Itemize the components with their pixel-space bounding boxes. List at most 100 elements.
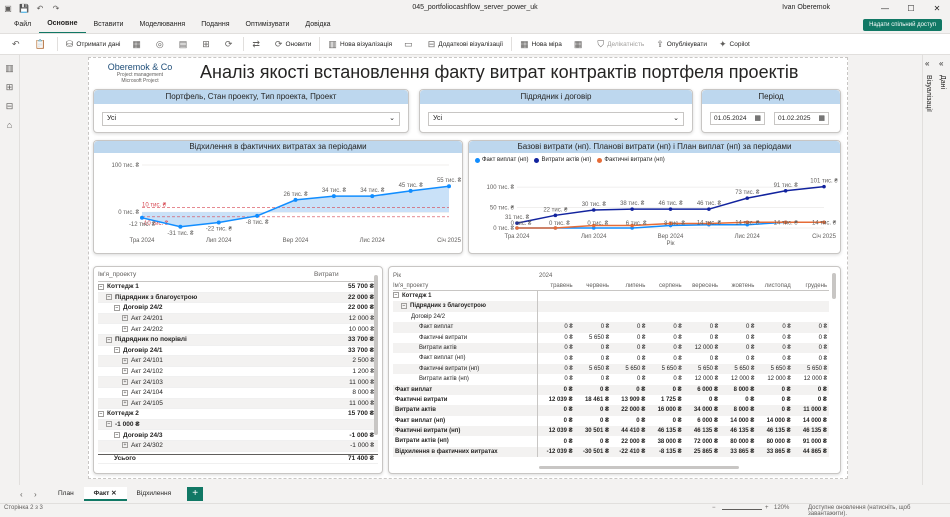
matrix-row[interactable]: Факт виплат 0 ₴ 0 ₴ 0 ₴ 0 ₴ 0 ₴ 0 ₴ 0 ₴ 0 ₴ [393,322,829,333]
col-header-name[interactable]: Ім'я_проекту [98,271,137,278]
data-point[interactable] [822,220,826,225]
table-row[interactable]: − Підрядник з благоустрою 22 000 ₴ [98,292,378,304]
menu-help[interactable]: Довідка [305,21,331,28]
collapse-icon-2[interactable]: « [939,59,944,68]
refresh-button[interactable]: ⟳ Оновити [274,38,312,49]
table-view-icon[interactable]: ⊞ [5,82,14,92]
transform-button[interactable]: ⇄ [246,39,269,50]
expand-icon[interactable]: + [122,315,128,322]
undo-ribbon-button[interactable]: ↶ [6,39,29,50]
update-notice[interactable]: Доступне оновлення (натисніть, щоб заван… [808,505,911,517]
data-point[interactable] [293,197,298,202]
dax-view-icon[interactable]: ⌂ [6,120,13,130]
data-point[interactable] [822,184,826,189]
table-row[interactable]: + Акт 24/102 1 200 ₴ [98,367,378,378]
data-point[interactable] [668,221,673,226]
prev-page-icon[interactable]: ‹ [20,489,23,499]
collapse-icon[interactable]: « [925,59,930,68]
matrix-row[interactable]: Фактичні витрати (нп) 12 039 ₴ 30 501 ₴ 44 … [393,426,829,437]
quick-measure-button[interactable]: ▦ [568,39,592,50]
data-point[interactable] [783,220,788,225]
add-page-button[interactable]: + [187,487,204,501]
year-header[interactable]: 2024 [539,273,553,279]
redo-icon[interactable]: ↷ [52,4,60,13]
report-view-icon[interactable]: ▥ [5,63,14,73]
collapse-icon[interactable]: − [114,431,120,438]
data-point[interactable] [515,226,519,230]
data-point[interactable] [745,220,750,225]
matrix-row[interactable]: Витрати актів (нп) 0 ₴ 0 ₴ 0 ₴ 0 ₴ 12 000 ₴ 12… [393,374,829,385]
expand-icon[interactable]: + [122,442,128,449]
matrix-row[interactable]: Фактичні витрати 12 039 ₴ 18 461 ₴ 13 909 ₴… [393,394,829,406]
data-point[interactable] [447,184,451,189]
table-row[interactable]: − Договір 24/3 -1 000 ₴ [98,430,378,441]
table-row[interactable]: − Коттедж 1 55 700 ₴ [98,282,378,293]
menu-home[interactable]: Основне [39,16,86,34]
table-row[interactable]: − Підрядник по покрівлі 33 700 ₴ [98,334,378,346]
next-page-icon[interactable]: › [34,489,37,499]
menu-optimize[interactable]: Оптимізувати [245,21,290,28]
vertical-scrollbar[interactable] [832,273,836,299]
table-row[interactable]: + Акт 24/103 11 000 ₴ [98,377,378,388]
data-point[interactable] [178,224,183,229]
portfolio-dropdown[interactable]: Усі ⌄ [102,112,400,126]
textbox-button[interactable]: ▭ [398,39,422,50]
month-header[interactable]: грудень [805,282,828,289]
expand-icon[interactable]: + [122,378,128,385]
expand-icon[interactable]: + [122,368,128,375]
horizontal-scrollbar[interactable] [539,466,739,469]
matrix-row[interactable]: Факт виплат (нп) 0 ₴ 0 ₴ 0 ₴ 0 ₴ 0 ₴ 0 ₴ 0 ₴ 0 ₴ [393,353,829,364]
menu-insert[interactable]: Вставити [93,21,124,28]
data-pane-tab[interactable]: Дані [939,75,946,90]
data-point[interactable] [707,207,711,211]
visualizations-pane-tab[interactable]: Візуалізації [925,75,932,112]
paste-button[interactable]: 📋 [29,39,55,50]
sensitivity-button[interactable]: ⛉ Делікатність [597,38,645,49]
deviation-chart-card[interactable]: Відхилення в фактичних витратах за періо… [93,140,463,254]
zoom-slider[interactable] [722,509,762,510]
matrix-row[interactable]: − Підрядник з благоустрою [393,301,829,312]
matrix-row[interactable]: Витрати актів (нп) 0 ₴ 0 ₴ 22 000 ₴ 38 000 ₴… [393,436,829,447]
data-point[interactable] [553,213,558,218]
new-measure-button[interactable]: ▦ Нова міра [520,38,562,49]
matrix-row[interactable]: Фактичні витрати 0 ₴ 5 650 ₴ 0 ₴ 0 ₴ 0 ₴ 0 ₴ 0 … [393,332,829,343]
tab-plan[interactable]: План [58,490,74,497]
collapse-icon[interactable]: − [114,347,120,354]
table-row[interactable]: − -1 000 ₴ [98,419,378,431]
table-row[interactable]: − Коттедж 2 15 700 ₴ [98,409,378,420]
matrix-row[interactable]: Договір 24/2 [393,311,829,323]
collapse-icon[interactable]: − [106,294,112,301]
onelake-button[interactable]: ◎ [150,39,173,50]
table-row[interactable]: + Акт 24/101 2 500 ₴ [98,356,378,367]
matrix-row[interactable]: Фактичні витрати (нп) 0 ₴ 5 650 ₴ 5 650 ₴ 5 … [393,363,829,375]
data-point[interactable] [783,188,788,193]
data-point[interactable] [331,194,336,199]
get-data-button[interactable]: ⛁ Отримати дані [65,38,121,49]
deviation-chart[interactable]: 100 тис. ₴ 0 тис. ₴10 тис. ₴ -10 тис. ₴-12… [94,153,464,253]
data-point[interactable] [255,213,260,218]
cost-tree-table[interactable]: Ім'я_проекту Витрати − Коттедж 1 55 700 ₴ −… [93,266,383,474]
user-name[interactable]: Ivan Oberemok [782,4,830,11]
undo-icon[interactable]: ↶ [36,4,44,13]
data-point[interactable] [515,221,519,225]
model-view-icon[interactable]: ⊟ [5,101,14,111]
data-point[interactable] [630,223,634,228]
dataverse-button[interactable]: ⟳ [219,39,242,50]
publish-button[interactable]: ⇪ Опублікувати [656,38,707,49]
data-point[interactable] [707,221,711,226]
table-row[interactable]: + Акт 24/104 8 000 ₴ [98,388,378,399]
data-point[interactable] [591,223,596,228]
share-button[interactable]: Надати спільний доступ [863,19,942,31]
collapse-icon[interactable]: − [114,304,120,311]
data-point[interactable] [668,207,673,211]
table-row[interactable]: − Договір 24/2 22 000 ₴ [98,303,378,314]
zoom-out-icon[interactable]: − [712,505,716,511]
month-header[interactable]: травень [550,282,573,289]
month-header[interactable]: листопад [764,282,791,289]
menu-file[interactable]: Файл [14,21,32,28]
table-row[interactable]: + Акт 24/202 10 000 ₴ [98,324,378,335]
legend-item[interactable]: Факт виплат (нп) [475,157,528,163]
sql-button[interactable]: ▤ [173,39,197,50]
matrix-row[interactable]: Факт виплат (нп) 0 ₴ 0 ₴ 0 ₴ 0 ₴ 6 000 ₴ 14 00… [393,415,829,427]
menu-modeling[interactable]: Моделювання [139,21,186,28]
